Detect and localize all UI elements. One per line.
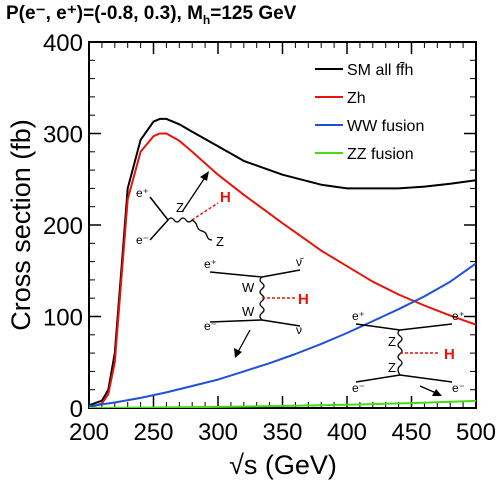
higgs-line bbox=[191, 202, 219, 221]
diagram-line bbox=[149, 219, 169, 241]
x-tick-label: 300 bbox=[198, 419, 238, 446]
chart-title: P(e⁻, e⁺)=(-0.8, 0.3), Mh=125 GeV bbox=[6, 3, 297, 27]
label-w-top: W bbox=[242, 280, 255, 295]
feynman-diagram-zh: e⁺ e⁻ Z H Z bbox=[136, 171, 231, 249]
y-axis-label: Cross section (fb) bbox=[6, 119, 36, 331]
feynman-diagram-zz: e⁺ e⁻ e⁺ e⁻ Z Z H bbox=[352, 309, 465, 396]
label-nu-bar: ν̄ bbox=[296, 255, 304, 269]
x-tick-label: 500 bbox=[456, 419, 496, 446]
diagram-line bbox=[355, 374, 401, 383]
y-tick-label: 100 bbox=[43, 305, 83, 332]
label-w-bottom: W bbox=[242, 304, 255, 319]
arrow-head bbox=[200, 171, 209, 181]
series-line-2 bbox=[89, 262, 476, 408]
diagram-line bbox=[399, 374, 453, 383]
x-tick-label: 450 bbox=[391, 419, 431, 446]
z-propagator bbox=[397, 329, 403, 376]
label-e-minus-in: e⁻ bbox=[352, 381, 365, 395]
legend-label-0: SM all ff̄h bbox=[347, 62, 413, 79]
diagram-line bbox=[355, 323, 401, 331]
z-propagator bbox=[167, 217, 193, 223]
label-z-top: Z bbox=[388, 334, 396, 349]
label-z: Z bbox=[176, 200, 184, 215]
legend: SM all ff̄h Zh WW fusion ZZ fusion bbox=[315, 62, 424, 163]
arrow-line bbox=[181, 175, 207, 213]
arrow-head bbox=[234, 348, 242, 358]
series-line-3 bbox=[89, 399, 476, 408]
label-h: H bbox=[444, 346, 455, 363]
label-e-plus-out: e⁺ bbox=[452, 309, 465, 323]
y-tick-label: 0 bbox=[70, 396, 83, 423]
diagram-line bbox=[149, 196, 169, 221]
diagram-line bbox=[209, 319, 263, 323]
legend-label-3: ZZ fusion bbox=[347, 146, 414, 163]
diagram-line bbox=[261, 319, 301, 327]
x-axis-label: √s (GeV) bbox=[229, 450, 337, 480]
arrow-line bbox=[237, 329, 251, 353]
label-e-minus-out: e⁻ bbox=[452, 381, 465, 395]
label-z-out: Z bbox=[216, 234, 224, 249]
series-line-1 bbox=[89, 132, 476, 408]
arrow-head bbox=[432, 389, 442, 396]
label-e-plus: e⁺ bbox=[136, 186, 149, 200]
axis-ticks: 200 250 300 350 400 450 500 0 100 200 300 400 bbox=[43, 30, 496, 446]
label-e-minus: e⁻ bbox=[136, 233, 149, 247]
plot-frame bbox=[88, 41, 477, 409]
diagram-line bbox=[399, 323, 453, 331]
label-e-plus-in: e⁺ bbox=[352, 309, 365, 323]
label-e-minus: e⁻ bbox=[204, 319, 217, 333]
diagram-line bbox=[261, 269, 301, 278]
y-tick-label: 400 bbox=[43, 30, 83, 57]
x-tick-label: 250 bbox=[133, 419, 173, 446]
y-tick-label: 200 bbox=[43, 213, 83, 240]
label-e-plus: e⁺ bbox=[204, 257, 217, 271]
x-tick-label: 350 bbox=[262, 419, 302, 446]
label-nu: ν bbox=[296, 323, 302, 337]
legend-label-1: Zh bbox=[347, 90, 366, 107]
legend-label-2: WW fusion bbox=[347, 118, 424, 135]
x-tick-label: 200 bbox=[69, 419, 109, 446]
x-tick-label: 400 bbox=[327, 419, 367, 446]
label-h: H bbox=[220, 189, 231, 206]
series-lines bbox=[89, 117, 476, 408]
label-h: H bbox=[298, 291, 309, 308]
z-outgoing bbox=[191, 219, 213, 241]
feynman-diagram-ww: e⁺ e⁻ ν̄ ν W W H bbox=[204, 255, 309, 358]
y-tick-label: 300 bbox=[43, 122, 83, 149]
label-z-bottom: Z bbox=[388, 360, 396, 375]
diagram-line bbox=[209, 271, 263, 278]
arrow-line bbox=[419, 385, 437, 394]
